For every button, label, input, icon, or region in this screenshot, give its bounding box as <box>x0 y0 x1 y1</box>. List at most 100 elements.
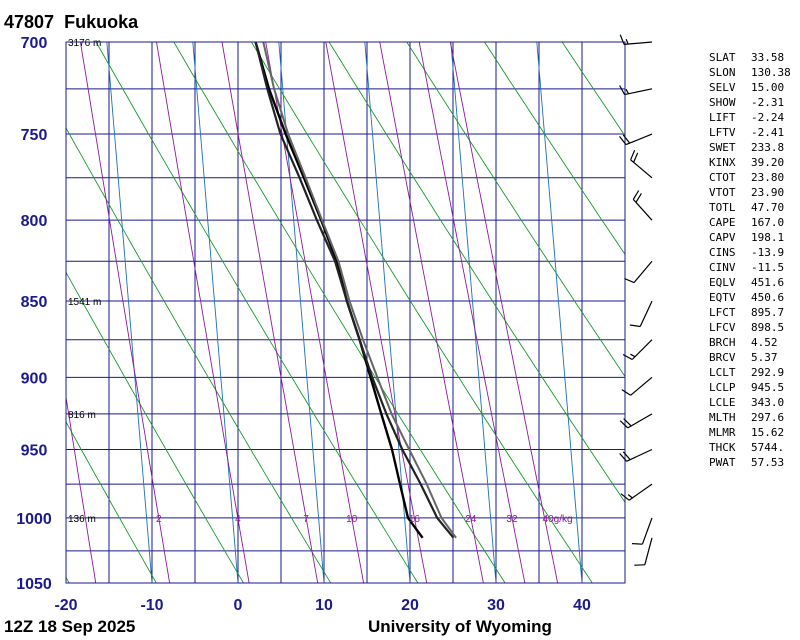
station-title: 47807 Fukuoka <box>4 12 138 33</box>
index-row: CINS -13.9 <box>709 245 800 260</box>
index-key: LCLT <box>709 366 736 379</box>
station-id: 47807 <box>4 12 55 32</box>
wind-barb <box>629 300 653 328</box>
index-row: LIFT -2.24 <box>709 110 800 125</box>
pressure-tick-label: 850 <box>21 294 48 311</box>
index-key: SELV <box>709 81 736 94</box>
temperature-tick-label: 10 <box>315 597 333 614</box>
dry-adiabat-line <box>250 42 593 583</box>
mixing-ratio-line <box>449 42 559 583</box>
index-value: 130.38 <box>751 66 791 79</box>
index-value: 895.7 <box>751 306 785 319</box>
index-value: 292.9 <box>751 366 785 379</box>
temperature-tick-label: 20 <box>401 597 419 614</box>
index-row: SLAT 33.58 <box>709 50 800 65</box>
index-key: CAPE <box>709 216 736 229</box>
index-value: 898.5 <box>751 321 785 334</box>
index-key: LFCV <box>709 321 736 334</box>
height-label: 3176 m <box>68 38 101 49</box>
wind-barb <box>621 376 653 396</box>
temperature-tick-label: -10 <box>140 597 163 614</box>
index-row: LCLE 343.0 <box>709 395 800 410</box>
index-value: 15.00 <box>751 81 785 94</box>
index-row: THCK 5744. <box>709 440 800 455</box>
dry-adiabat-line <box>66 127 332 583</box>
index-row: LCLT 292.9 <box>709 365 800 380</box>
mixing-ratio-line <box>66 394 97 583</box>
data-source: University of Wyoming <box>368 617 552 636</box>
dry-adiabat-line <box>173 42 506 583</box>
isotherm-line <box>536 42 583 583</box>
mixing-ratio-label: 32 <box>506 514 518 525</box>
isotherm-line <box>106 42 153 583</box>
index-value: 451.6 <box>751 276 785 289</box>
index-value: 343.0 <box>751 396 785 409</box>
index-row: CTOT 23.80 <box>709 170 800 185</box>
temperature-tick-label: 0 <box>234 597 243 614</box>
mixing-ratio-line <box>156 42 250 583</box>
index-value: -13.9 <box>751 246 785 259</box>
mixing-ratio-label: 7 <box>303 514 309 525</box>
index-key: EQLV <box>709 276 736 289</box>
mixing-ratio-line <box>325 42 428 583</box>
dry-adiabat-line <box>328 42 625 504</box>
wind-barb <box>619 133 653 146</box>
isotherm-line <box>192 42 239 583</box>
index-row: SHOW -2.31 <box>709 95 800 110</box>
dry-adiabat-line <box>66 271 245 583</box>
wind-barb <box>632 190 653 221</box>
index-key: CAPV <box>709 231 736 244</box>
index-row: CAPV 198.1 <box>709 230 800 245</box>
index-value: 297.6 <box>751 411 785 424</box>
index-row: BRCH 4.52 <box>709 335 800 350</box>
pressure-tick-label: 950 <box>21 442 48 459</box>
pressure-tick-label: 900 <box>21 370 48 387</box>
index-key: BRCH <box>709 336 736 349</box>
plot-border <box>65 41 626 584</box>
isotherm-line <box>450 42 497 583</box>
index-value: 167.0 <box>751 216 785 229</box>
index-key: CINV <box>709 261 736 274</box>
indices-table: SLAT 33.58 SLON 130.38 SELV 15.00 SHOW -2.31 LIF… <box>709 50 800 470</box>
index-value: 39.20 <box>751 156 785 169</box>
station-name: Fukuoka <box>64 12 139 32</box>
wind-barb <box>624 260 653 284</box>
index-key: SLAT <box>709 51 736 64</box>
index-value: -2.31 <box>751 96 785 109</box>
index-row: MLTH 297.6 <box>709 410 800 425</box>
isotherm-line <box>278 42 325 583</box>
height-label: 1541 m <box>68 297 101 308</box>
mixing-ratio-line <box>379 42 484 583</box>
isotherm-line <box>364 42 411 583</box>
index-row: LFCT 895.7 <box>709 305 800 320</box>
index-row: PWAT 57.53 <box>709 455 800 470</box>
dry-adiabat-line <box>95 42 419 583</box>
index-row: BRCV 5.37 <box>709 350 800 365</box>
index-value: 23.80 <box>751 171 785 184</box>
index-value: 57.53 <box>751 456 785 469</box>
index-row: MLMR 15.62 <box>709 425 800 440</box>
dry-adiabat-line <box>66 421 157 583</box>
index-key: MLMR <box>709 426 736 439</box>
pressure-tick-label: 1050 <box>16 576 52 593</box>
index-value: -2.24 <box>751 111 785 124</box>
index-row: LFCV 898.5 <box>709 320 800 335</box>
dry-adiabat-line <box>561 42 625 137</box>
height-label: 136 m <box>68 514 96 525</box>
index-value: 23.90 <box>751 186 785 199</box>
index-value: 5.37 <box>751 351 778 364</box>
index-key: SLON <box>709 66 736 79</box>
wind-barb <box>619 448 653 462</box>
index-key: PWAT <box>709 456 736 469</box>
index-row: EQLV 451.6 <box>709 275 800 290</box>
mixing-ratio-label: 10 <box>346 514 358 525</box>
index-key: LCLE <box>709 396 736 409</box>
dry-adiabat-line <box>483 42 625 256</box>
sounding-profile-line <box>254 42 455 539</box>
wind-barb <box>634 537 653 566</box>
temperature-tick-label: -20 <box>54 597 77 614</box>
index-row: SLON 130.38 <box>709 65 800 80</box>
pressure-tick-label: 1000 <box>16 511 52 528</box>
mixing-ratio-line <box>0 3 8 595</box>
